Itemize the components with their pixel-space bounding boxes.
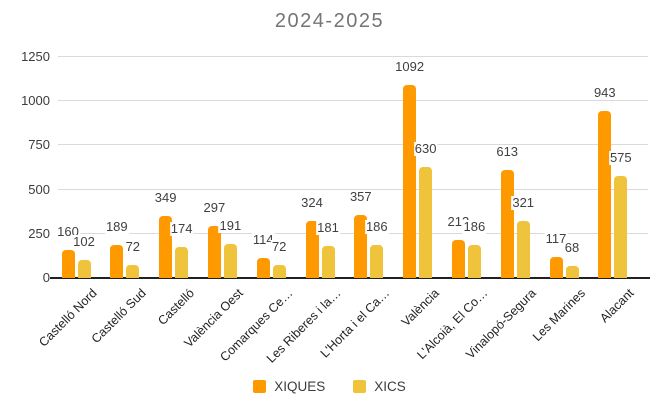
- legend: XIQUES XICS: [0, 379, 659, 394]
- value-label-xiques-7: 357: [348, 188, 373, 204]
- legend-label-xiques: XIQUES: [274, 379, 326, 394]
- bar-xics-10[interactable]: [516, 221, 530, 278]
- value-label-xics-1: 102: [72, 233, 96, 249]
- gridline-1000: [58, 100, 648, 102]
- value-label-xics-2: 72: [124, 239, 142, 255]
- bar-xics-5[interactable]: [272, 265, 286, 278]
- legend-item-xics[interactable]: XICS: [353, 379, 406, 394]
- value-label-xics-9: 186: [462, 219, 487, 235]
- bar-xiques-11[interactable]: [549, 257, 563, 278]
- bar-xics-7[interactable]: [370, 245, 384, 278]
- gridline-1250: [58, 56, 648, 57]
- value-label-xiques-11: 117: [544, 231, 568, 247]
- chart-title: 2024-2025: [274, 10, 385, 32]
- x-axis-label: Alacant: [597, 286, 637, 326]
- bar-xiques-4[interactable]: [207, 225, 221, 278]
- bar-xiques-7[interactable]: [354, 214, 368, 278]
- value-label-xiques-2: 189: [104, 218, 129, 234]
- y-axis-tick-1000: 1000: [21, 93, 50, 109]
- value-label-xics-10: 321: [511, 195, 536, 211]
- value-label-xiques-8: 1092: [394, 58, 426, 74]
- bar-xiques-12[interactable]: [598, 111, 612, 278]
- bar-xics-6[interactable]: [321, 246, 335, 278]
- value-label-xics-5: 72: [270, 239, 288, 255]
- y-axis-tick-250: 250: [28, 225, 50, 241]
- bar-xics-2[interactable]: [126, 265, 140, 278]
- value-label-xics-12: 575: [608, 150, 633, 166]
- bar-xics-11[interactable]: [565, 265, 579, 278]
- bar-xiques-1[interactable]: [61, 249, 75, 278]
- bar-xics-3[interactable]: [175, 247, 189, 278]
- value-label-xics-7: 186: [364, 219, 389, 235]
- value-label-xiques-12: 943: [592, 85, 617, 101]
- bar-xiques-10[interactable]: [500, 169, 514, 278]
- legend-item-xiques[interactable]: XIQUES: [253, 379, 325, 394]
- bar-xiques-5[interactable]: [256, 257, 270, 278]
- legend-swatch-xiques: [253, 380, 267, 393]
- plot-area: 0 250 500 750 1000 1250 160 102 Castelló Nord 189…: [21, 50, 650, 366]
- value-label-xiques-6: 324: [300, 194, 324, 210]
- bar-xiques-8[interactable]: [403, 84, 417, 278]
- bar-xiques-2[interactable]: [110, 244, 124, 278]
- y-axis-tick-500: 500: [28, 181, 50, 197]
- value-label-xics-8: 630: [413, 140, 438, 156]
- value-label-xics-6: 181: [316, 220, 340, 235]
- bar-xics-4[interactable]: [223, 244, 237, 278]
- bar-xics-12[interactable]: [614, 176, 628, 278]
- bar-xiques-3[interactable]: [159, 216, 173, 278]
- value-label-xiques-5: 114: [251, 231, 275, 247]
- bar-xics-1[interactable]: [77, 259, 91, 278]
- value-label-xiques-3: 349: [153, 190, 178, 206]
- gridline-750: [58, 144, 648, 146]
- bar-xiques-9[interactable]: [451, 240, 465, 278]
- x-axis-label: Castelló: [155, 286, 198, 328]
- value-label-xics-3: 174: [169, 221, 194, 237]
- bar-xiques-6[interactable]: [305, 220, 319, 278]
- legend-swatch-xics: [353, 380, 367, 393]
- legend-label-xics: XICS: [374, 379, 406, 394]
- value-label-xics-4: 191: [218, 218, 243, 234]
- x-axis-label: València: [398, 286, 442, 330]
- bar-xics-9[interactable]: [467, 245, 481, 278]
- value-label-xiques-10: 613: [495, 143, 520, 159]
- y-axis-tick-0: 0: [42, 270, 50, 285]
- y-axis-tick-750: 750: [28, 137, 50, 153]
- gridline-500: [58, 188, 648, 190]
- gridline-250: [58, 232, 648, 234]
- y-axis-tick-1250: 1250: [21, 49, 50, 64]
- value-label-xics-11: 68: [563, 239, 581, 255]
- x-axis-line: [50, 277, 650, 279]
- bar-xics-8[interactable]: [419, 166, 433, 278]
- x-axis-label: Castelló Nord: [36, 286, 100, 350]
- value-label-xiques-4: 297: [202, 199, 227, 215]
